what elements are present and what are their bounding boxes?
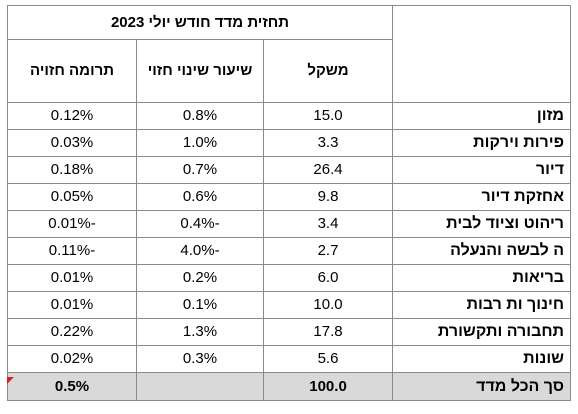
total-contribution-cell: 0.5%: [6, 372, 138, 401]
header-corner-cell: [392, 5, 572, 103]
table-row: חינוך ות רבות 10.0 0.1% 0.01%: [6, 291, 572, 319]
contribution-cell: 0.01%: [6, 291, 138, 319]
table-row: תחבורה ותקשורת 17.8 1.3% 0.22%: [6, 318, 572, 346]
header-row-columns: משקל שיעור שינוי חזוי תרומה חזויה: [6, 39, 571, 103]
table-row: אחזקת דיור 9.8 0.6% 0.05%: [6, 183, 572, 211]
table-row: פירות וירקות 3.3 1.0% 0.03%: [6, 129, 572, 157]
contribution-cell: -0.11%: [6, 237, 138, 265]
contribution-cell: -0.01%: [6, 210, 138, 238]
contribution-cell: 0.05%: [6, 183, 138, 211]
header-row-title: תחזית מדד חודש יולי 2023: [6, 5, 572, 103]
weight-cell: 3.3: [263, 129, 394, 157]
table-row: דיור 26.4 0.7% 0.18%: [6, 156, 572, 184]
total-change-cell: [136, 372, 265, 401]
weight-cell: 17.8: [263, 318, 394, 346]
category-cell: חינוך ות רבות: [392, 291, 572, 319]
table-title: תחזית מדד חודש יולי 2023: [6, 5, 394, 40]
category-cell: ריהוט וציוד לבית: [392, 210, 572, 238]
contribution-cell: 0.01%: [6, 264, 138, 292]
change-cell: 1.3%: [136, 318, 265, 346]
contribution-cell: 0.22%: [6, 318, 138, 346]
contribution-cell: 0.03%: [6, 129, 138, 157]
category-cell: בריאות: [392, 264, 572, 292]
weight-cell: 9.8: [263, 183, 394, 211]
change-cell: -4.0%: [136, 237, 265, 265]
weight-cell: 26.4: [263, 156, 394, 184]
change-cell: 1.0%: [136, 129, 265, 157]
total-row: סך הכל מדד 100.0 0.5%: [6, 372, 572, 401]
change-cell: 0.7%: [136, 156, 265, 184]
table-row: שונות 5.6 0.3% 0.02%: [6, 345, 572, 373]
category-cell: שונות: [392, 345, 572, 373]
category-cell: מזון: [392, 102, 572, 130]
category-cell: פירות וירקות: [392, 129, 572, 157]
total-category-cell: סך הכל מדד: [392, 372, 572, 401]
change-cell: 0.8%: [136, 102, 265, 130]
contribution-cell: 0.18%: [6, 156, 138, 184]
category-cell: תחבורה ותקשורת: [392, 318, 572, 346]
contribution-cell: 0.02%: [6, 345, 138, 373]
category-cell: אחזקת דיור: [392, 183, 572, 211]
weight-cell: 10.0: [263, 291, 394, 319]
weight-cell: 3.4: [263, 210, 394, 238]
column-header-contribution: תרומה חזויה: [6, 39, 138, 103]
change-cell: 0.2%: [136, 264, 265, 292]
table-row: ה לבשה והנעלה 2.7 -4.0% -0.11%: [6, 237, 572, 265]
contribution-cell: 0.12%: [6, 102, 138, 130]
total-weight-cell: 100.0: [263, 372, 394, 401]
category-cell: ה לבשה והנעלה: [392, 237, 572, 265]
cpi-forecast-table: תחזית מדד חודש יולי 2023 משקל שיעור שינו…: [6, 5, 572, 401]
table-row: ריהוט וציוד לבית 3.4 -0.4% -0.01%: [6, 210, 572, 238]
change-cell: -0.4%: [136, 210, 265, 238]
weight-cell: 5.6: [263, 345, 394, 373]
category-cell: דיור: [392, 156, 572, 184]
weight-cell: 15.0: [263, 102, 394, 130]
change-cell: 0.1%: [136, 291, 265, 319]
change-cell: 0.3%: [136, 345, 265, 373]
table-row: בריאות 6.0 0.2% 0.01%: [6, 264, 572, 292]
weight-cell: 2.7: [263, 237, 394, 265]
change-cell: 0.6%: [136, 183, 265, 211]
column-header-weight: משקל: [263, 39, 394, 103]
weight-cell: 6.0: [263, 264, 394, 292]
column-header-change: שיעור שינוי חזוי: [136, 39, 265, 103]
comment-marker-icon: [7, 377, 14, 384]
table-row: מזון 15.0 0.8% 0.12%: [6, 102, 572, 130]
